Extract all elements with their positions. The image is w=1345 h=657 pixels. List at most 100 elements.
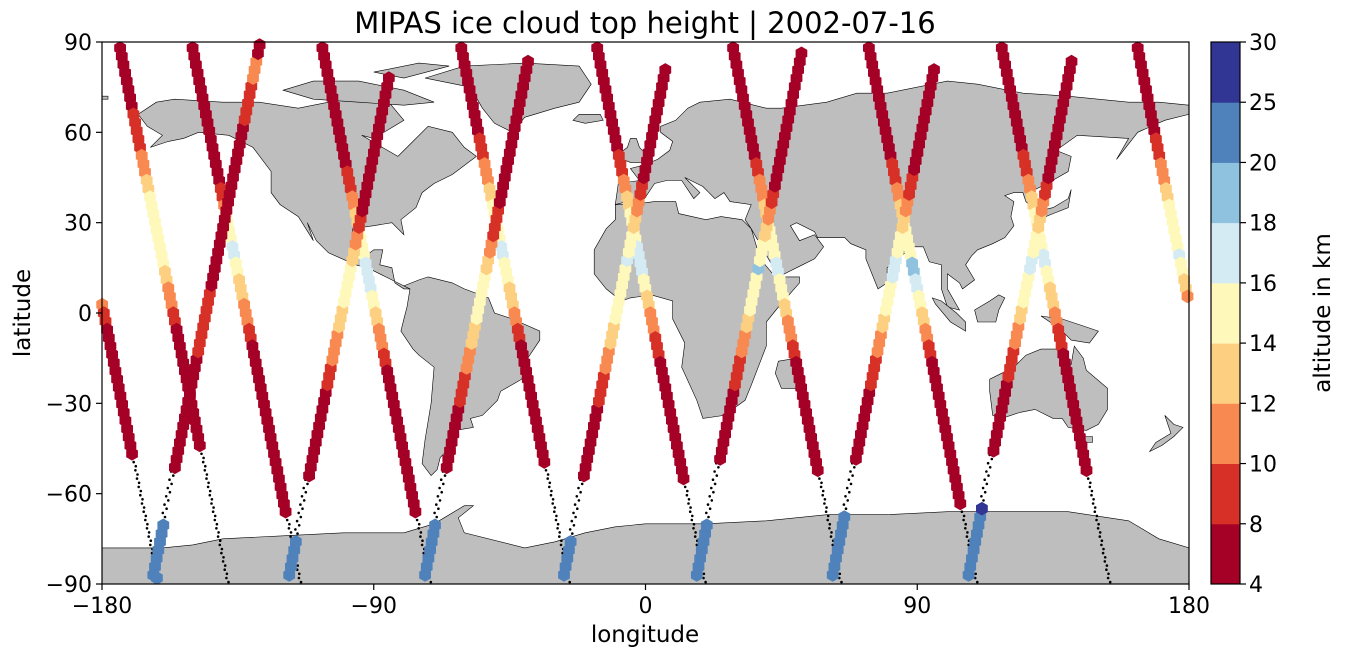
land-polygon <box>101 505 1190 585</box>
no-cloud-dot <box>702 576 705 580</box>
no-cloud-dot <box>1106 576 1110 580</box>
no-cloud-dot <box>149 539 153 542</box>
x-tick-label: −180 <box>72 594 132 619</box>
no-cloud-dot <box>988 466 992 469</box>
no-cloud-dot <box>213 514 217 518</box>
no-cloud-dot <box>161 511 165 515</box>
no-cloud-dot <box>420 543 424 547</box>
no-cloud-dot <box>983 478 986 482</box>
no-cloud-dot <box>830 531 833 534</box>
no-cloud-dot <box>1103 560 1107 563</box>
no-cloud-dot <box>202 456 205 460</box>
no-cloud-dot <box>419 535 422 538</box>
x-tick-label: −90 <box>351 594 397 619</box>
no-cloud-dot <box>208 489 212 493</box>
cloud-hexagon <box>522 54 534 69</box>
no-cloud-dot <box>1105 568 1108 571</box>
no-cloud-dot <box>1103 556 1107 559</box>
no-cloud-dot <box>568 528 572 531</box>
no-cloud-dot <box>964 522 967 526</box>
no-cloud-dot <box>136 473 139 476</box>
no-cloud-dot <box>215 522 219 526</box>
no-cloud-dot <box>288 522 291 526</box>
colorbar-bin <box>1211 102 1240 163</box>
no-cloud-dot <box>300 495 304 498</box>
y-tick-label: 0 <box>78 302 92 327</box>
colorbar-tick-label: 30 <box>1249 31 1277 56</box>
no-cloud-dot <box>707 515 710 519</box>
no-cloud-dot <box>144 518 147 522</box>
no-cloud-dot <box>166 486 170 490</box>
no-cloud-dot <box>299 515 303 519</box>
no-cloud-dot <box>964 527 967 530</box>
no-cloud-dot <box>558 535 561 538</box>
no-cloud-dot <box>713 482 717 486</box>
no-cloud-dot <box>299 503 302 506</box>
x-axis-label: longitude <box>591 622 699 648</box>
cloud-markers <box>96 38 1194 585</box>
no-cloud-dot <box>821 493 824 497</box>
no-cloud-dot <box>967 543 970 547</box>
no-cloud-dot <box>217 531 220 534</box>
no-cloud-dot <box>962 514 966 518</box>
no-cloud-dot <box>147 531 151 534</box>
no-cloud-dot <box>849 470 852 473</box>
no-cloud-dot <box>437 507 440 511</box>
no-cloud-dot <box>985 470 988 473</box>
cloud-hexagon <box>700 518 713 533</box>
no-cloud-dot <box>137 481 141 485</box>
colorbar-tick-label: 12 <box>1249 392 1277 417</box>
no-cloud-dot <box>575 495 579 498</box>
no-cloud-dot <box>1108 580 1112 584</box>
no-cloud-dot <box>580 482 584 486</box>
no-cloud-dot <box>556 522 560 526</box>
no-cloud-dot <box>216 535 220 538</box>
no-cloud-dot <box>825 506 828 509</box>
land-polygon <box>572 114 604 124</box>
no-cloud-dot <box>828 527 831 530</box>
no-cloud-dot <box>708 495 711 498</box>
no-cloud-dot <box>689 506 692 509</box>
no-cloud-dot <box>135 477 139 480</box>
no-cloud-dot <box>847 478 851 482</box>
no-cloud-dot <box>172 474 175 477</box>
no-cloud-dot <box>960 510 964 513</box>
no-cloud-dot <box>702 572 706 576</box>
no-cloud-dot <box>208 493 212 497</box>
no-cloud-dot <box>210 498 214 501</box>
cloud-hexagon <box>928 63 940 77</box>
no-cloud-dot <box>962 518 965 522</box>
no-cloud-dot <box>987 474 990 477</box>
no-cloud-dot <box>163 503 166 506</box>
no-cloud-dot <box>168 478 171 482</box>
no-cloud-dot <box>429 580 433 584</box>
no-cloud-dot <box>713 470 716 473</box>
no-cloud-dot <box>295 519 299 523</box>
no-cloud-dot <box>990 457 994 461</box>
no-cloud-dot <box>1096 527 1100 530</box>
colorbar-frame <box>1210 41 1241 585</box>
no-cloud-dot <box>1093 506 1097 509</box>
no-cloud-dot <box>142 510 145 513</box>
no-cloud-dot <box>299 580 303 584</box>
no-cloud-dot <box>981 486 985 490</box>
no-cloud-dot <box>965 535 969 538</box>
no-cloud-dot <box>298 572 301 576</box>
no-cloud-dot <box>433 511 436 515</box>
no-cloud-dot <box>694 531 697 534</box>
no-cloud-dot <box>686 489 689 493</box>
colorbar-bin <box>1211 343 1240 404</box>
no-cloud-dot <box>443 474 447 477</box>
cloud-hexagon <box>429 518 441 533</box>
no-cloud-dot <box>1090 489 1094 493</box>
no-cloud-dot <box>438 499 442 502</box>
no-cloud-dot <box>1100 543 1103 547</box>
no-cloud-dot <box>568 580 571 584</box>
colorbar-tick-label: 18 <box>1249 212 1277 237</box>
no-cloud-dot <box>213 518 217 522</box>
no-cloud-dot <box>205 473 209 476</box>
no-cloud-dot <box>1095 518 1098 522</box>
no-cloud-dot <box>844 495 847 498</box>
colorbar-tick-label: 25 <box>1249 91 1277 116</box>
no-cloud-dot <box>571 532 574 535</box>
